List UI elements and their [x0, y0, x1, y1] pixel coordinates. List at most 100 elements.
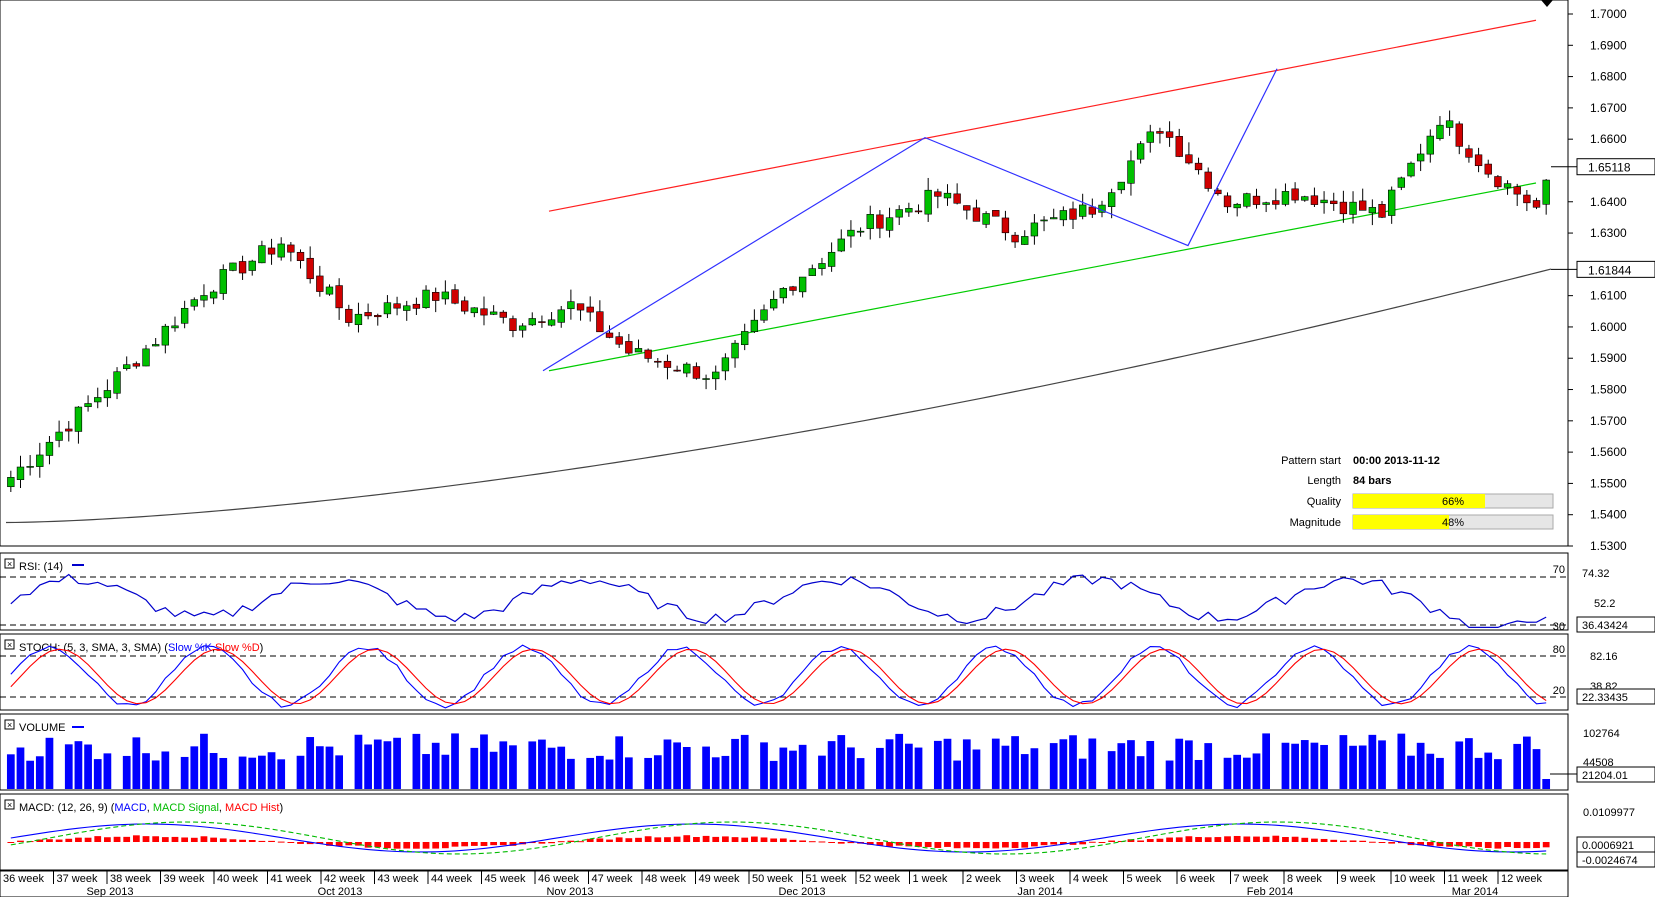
macd-hist-bar: [1050, 842, 1058, 845]
bear-candle: [1185, 154, 1193, 164]
stoch-last-value: 22.33435: [1582, 692, 1628, 704]
macd-hist-bar: [374, 842, 382, 848]
macd-hist-bar: [606, 839, 613, 842]
bull-candle: [1281, 191, 1290, 205]
bull-candle: [982, 213, 990, 225]
price-tick-label: 1.7000: [1590, 7, 1627, 21]
month-label: Oct 2013: [318, 886, 363, 897]
macd-hist-bar: [210, 837, 217, 842]
rsi-axis-top: 74.32: [1582, 568, 1610, 580]
bear-candle: [1175, 136, 1183, 157]
volume-bar: [1378, 740, 1386, 789]
volume-bar: [615, 736, 624, 789]
length-label: Length: [1307, 475, 1341, 487]
macd-hist-bar: [953, 842, 961, 849]
volume-bar: [412, 733, 421, 789]
macd-hist-bar: [818, 841, 826, 843]
volume-bar: [383, 741, 392, 789]
price-panel: 1.7000 1.6900 1.6800 1.6700 1.6600 1.6400 1.63…: [0, 0, 1655, 553]
macd-hist-bar: [973, 842, 980, 849]
volume-bar: [1426, 753, 1435, 789]
stoch-close-icon[interactable]: [4, 639, 15, 650]
bull-candle: [190, 299, 198, 307]
volume-bar: [200, 733, 208, 789]
macd-hist-bar: [615, 837, 623, 842]
bear-candle: [1069, 208, 1077, 220]
macd-hist-bar: [461, 842, 469, 847]
volume-bar: [731, 738, 739, 789]
macd-hist-bar: [17, 840, 24, 842]
bull-candle: [1078, 204, 1087, 217]
macd-hist-bar: [837, 842, 845, 844]
price-marker-box: [1576, 260, 1655, 278]
volume-bar: [1494, 759, 1502, 789]
macd-hist-bar: [84, 837, 92, 842]
macd-hist-bar: [1426, 842, 1434, 846]
bear-candle: [1523, 194, 1531, 204]
macd-panel: × MACD: (12, 26, 9) (MACD, MACD Signal, …: [0, 793, 1655, 871]
macd-axis-top: 0.0109977: [1583, 807, 1635, 819]
macd-hist-bar: [94, 836, 102, 842]
bull-candle: [557, 309, 565, 323]
macd-hist-bar: [1436, 842, 1444, 847]
macd-hist-bar: [1542, 842, 1550, 848]
macd-hist-bar: [577, 841, 584, 843]
volume-bar: [431, 742, 440, 789]
magnitude-value: 48%: [1442, 517, 1464, 529]
macd-hist-bar: [548, 842, 555, 844]
macd-hist-bar: [1533, 842, 1540, 849]
price-tick-label: 1.6800: [1590, 70, 1627, 84]
bull-candle: [229, 262, 237, 271]
week-label: 11 week: [1448, 873, 1489, 885]
macd-hist-bar: [384, 842, 391, 849]
volume-bar: [277, 759, 286, 789]
price-tick-label: 1.6700: [1590, 101, 1627, 115]
rsi-close-icon[interactable]: [4, 558, 15, 569]
bear-candle: [1194, 162, 1203, 171]
macd-hist-bar: [1040, 842, 1048, 846]
volume-bar: [586, 757, 595, 789]
bull-candle: [1407, 162, 1415, 177]
macd-close-icon[interactable]: [4, 799, 15, 810]
volume-close-icon[interactable]: [4, 719, 15, 730]
bear-candle: [451, 289, 459, 304]
volume-bar: [1281, 742, 1290, 789]
bear-candle: [596, 311, 604, 333]
volume-bar: [856, 758, 865, 789]
macd-signal-path: [10, 821, 1547, 855]
bear-candle: [934, 191, 942, 197]
bear-candle: [480, 308, 488, 316]
volume-bar: [837, 735, 846, 789]
bear-candle: [1223, 195, 1232, 208]
macd-hist-bar: [480, 842, 488, 846]
bull-candle: [171, 325, 179, 329]
macd-hist-bar: [779, 838, 787, 842]
bull-candle: [1301, 196, 1309, 201]
macd-hist-bar: [789, 839, 797, 842]
macd-title: MACD: (12, 26, 9) (MACD, MACD Signal, MA…: [19, 802, 283, 814]
bull-candle: [866, 214, 874, 229]
macd-hist-bar: [596, 838, 604, 842]
macd-hist-bar: [1011, 842, 1019, 849]
bear-candle: [605, 332, 614, 338]
week-label: 3 week: [1020, 873, 1055, 885]
volume-bar: [818, 755, 826, 789]
price-tick-label: 1.5900: [1590, 351, 1627, 365]
volume-bar: [1020, 754, 1029, 789]
volume-bar: [914, 747, 923, 789]
price-tick-label: 1.6400: [1590, 195, 1627, 209]
volume-bar: [962, 739, 971, 789]
bull-candle: [151, 344, 160, 347]
macd-hist-bar: [132, 835, 140, 842]
macd-hist-bar: [355, 842, 362, 846]
bull-candle: [123, 364, 131, 369]
macd-hist-bar: [1243, 836, 1251, 842]
macd-hist-bar: [992, 842, 1000, 849]
svg-text:×: ×: [7, 559, 12, 569]
bull-candle: [750, 319, 759, 332]
volume-bar: [779, 747, 788, 789]
bull-candle: [731, 342, 739, 359]
month-labels: Sep 2013 Oct 2013 Nov 2013 Dec 2013 Jan 2014…: [86, 886, 1498, 897]
month-label: Jan 2014: [1017, 886, 1062, 897]
bull-candle: [36, 454, 44, 467]
